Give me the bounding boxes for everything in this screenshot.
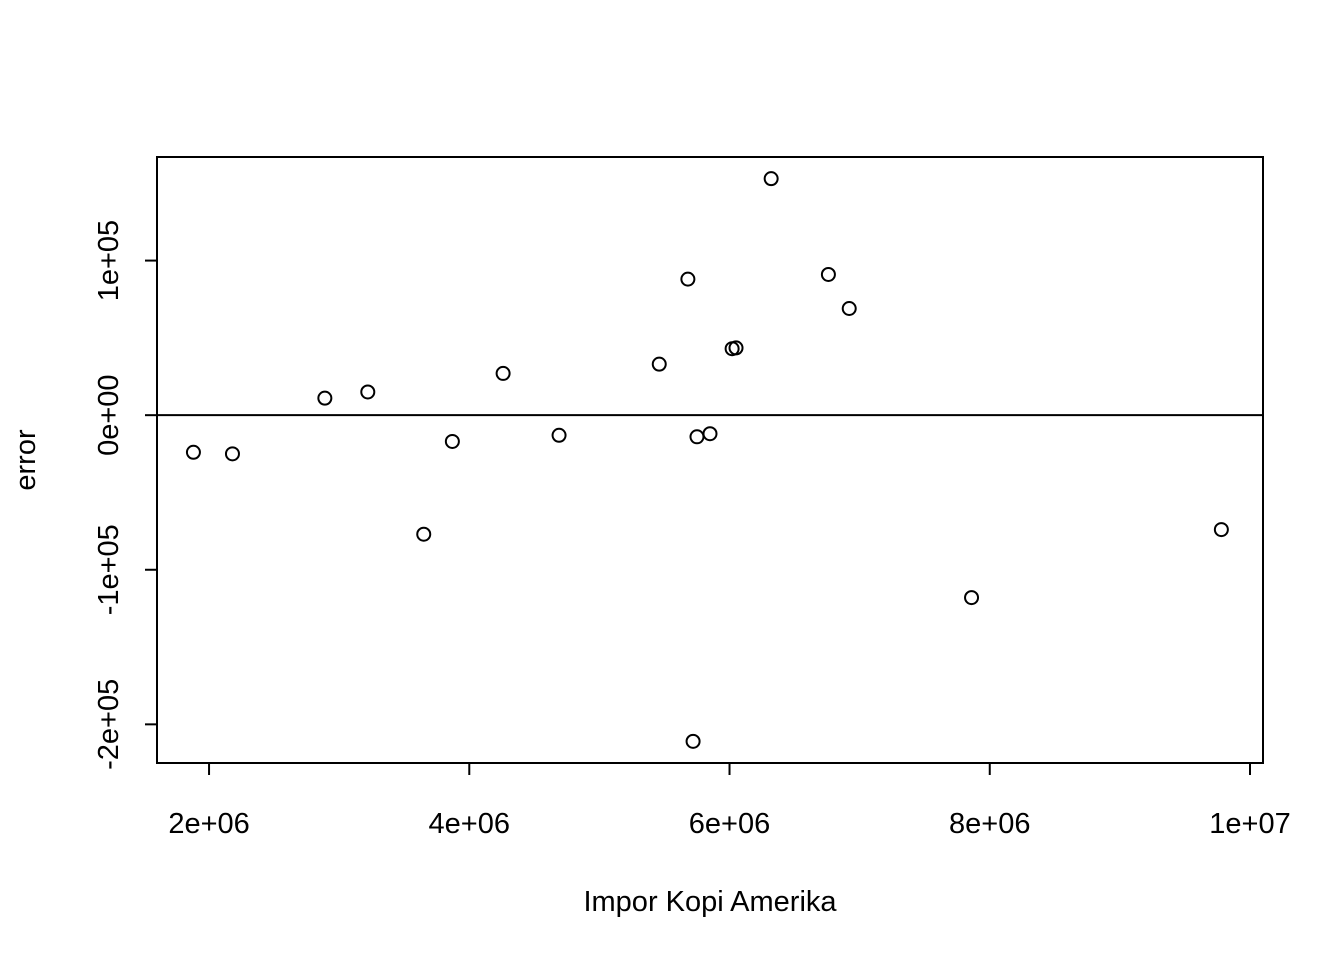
data-point <box>416 526 432 542</box>
data-point <box>680 271 696 287</box>
y-tick-label: -2e+05 <box>93 679 125 770</box>
data-point <box>763 171 779 187</box>
data-point <box>820 266 836 282</box>
data-point <box>689 429 705 445</box>
y-axis-title: error <box>10 429 42 491</box>
plot-frame <box>156 156 1264 764</box>
data-point <box>1213 522 1229 538</box>
data-point <box>685 733 701 749</box>
data-point <box>185 444 201 460</box>
x-tick-label: 4e+06 <box>429 808 510 840</box>
data-point <box>317 390 333 406</box>
data-points <box>185 171 1229 749</box>
x-tick-label: 2e+06 <box>168 808 249 840</box>
x-tick-label: 8e+06 <box>949 808 1030 840</box>
y-axis: -2e+05 -1e+05 0e+00 1e+05 <box>93 220 158 770</box>
data-point <box>224 446 240 462</box>
data-point <box>964 590 980 606</box>
y-tick-label: -1e+05 <box>93 524 125 615</box>
data-point <box>495 365 511 381</box>
data-point <box>360 384 376 400</box>
data-point <box>702 426 718 442</box>
y-tick-label: 1e+05 <box>93 220 125 301</box>
data-point <box>841 301 857 316</box>
x-axis-title: Impor Kopi Amerika <box>583 886 837 918</box>
y-tick-label: 0e+00 <box>93 374 125 455</box>
data-point <box>728 340 744 356</box>
x-axis: 2e+06 4e+06 6e+06 8e+06 1e+07 <box>168 762 1291 840</box>
x-tick-label: 6e+06 <box>689 808 770 840</box>
data-point <box>651 356 667 372</box>
data-point <box>551 427 567 443</box>
data-point <box>444 433 460 449</box>
x-tick-label: 1e+07 <box>1209 808 1290 840</box>
